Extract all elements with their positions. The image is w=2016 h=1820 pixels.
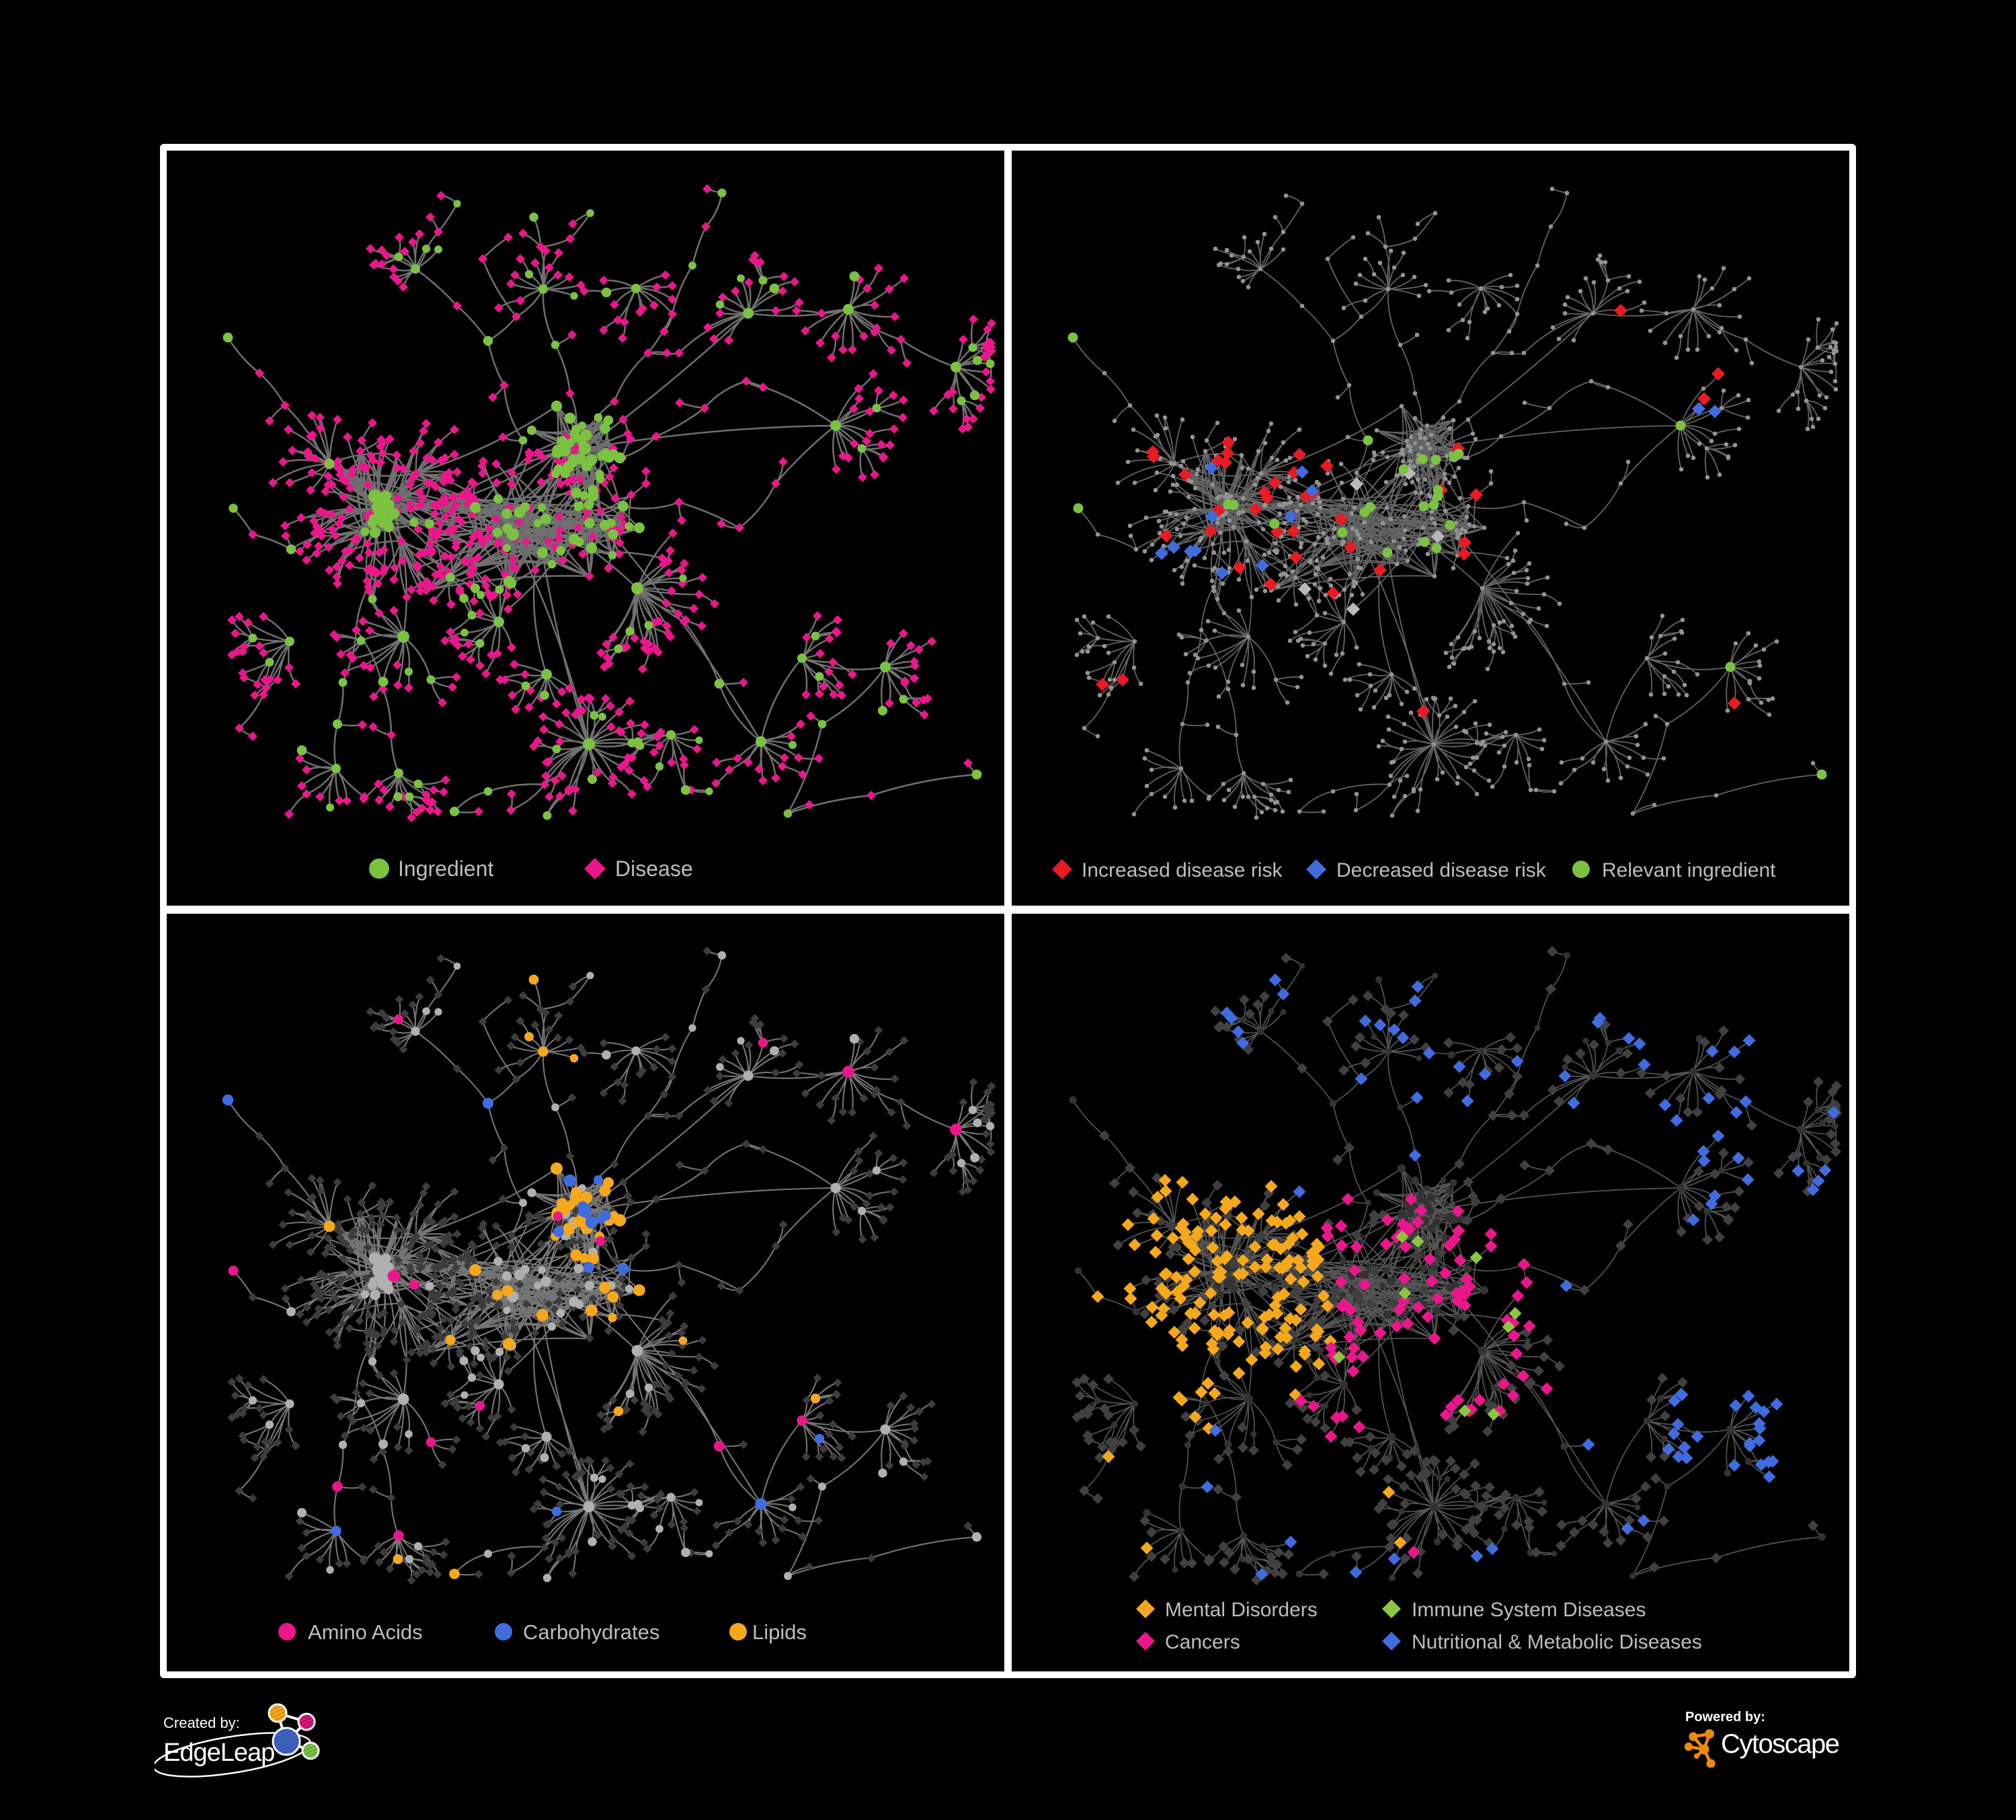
svg-text:Carbohydrates: Carbohydrates — [523, 1620, 659, 1644]
svg-text:Amino Acids: Amino Acids — [308, 1620, 423, 1644]
svg-text:Immune System Diseases: Immune System Diseases — [1412, 1599, 1646, 1621]
svg-text:Mental Disorders: Mental Disorders — [1165, 1599, 1318, 1621]
svg-text:Cancers: Cancers — [1165, 1631, 1240, 1653]
svg-text:Relevant ingredient: Relevant ingredient — [1602, 859, 1776, 881]
svg-text:Increased disease risk: Increased disease risk — [1082, 859, 1283, 881]
svg-text:Nutritional & Metabolic Diseas: Nutritional & Metabolic Diseases — [1412, 1631, 1702, 1653]
svg-text:Ingredient: Ingredient — [398, 857, 493, 881]
svg-text:Lipids: Lipids — [752, 1620, 807, 1644]
svg-text:Disease: Disease — [615, 857, 693, 881]
svg-text:Decreased disease risk: Decreased disease risk — [1336, 859, 1547, 881]
